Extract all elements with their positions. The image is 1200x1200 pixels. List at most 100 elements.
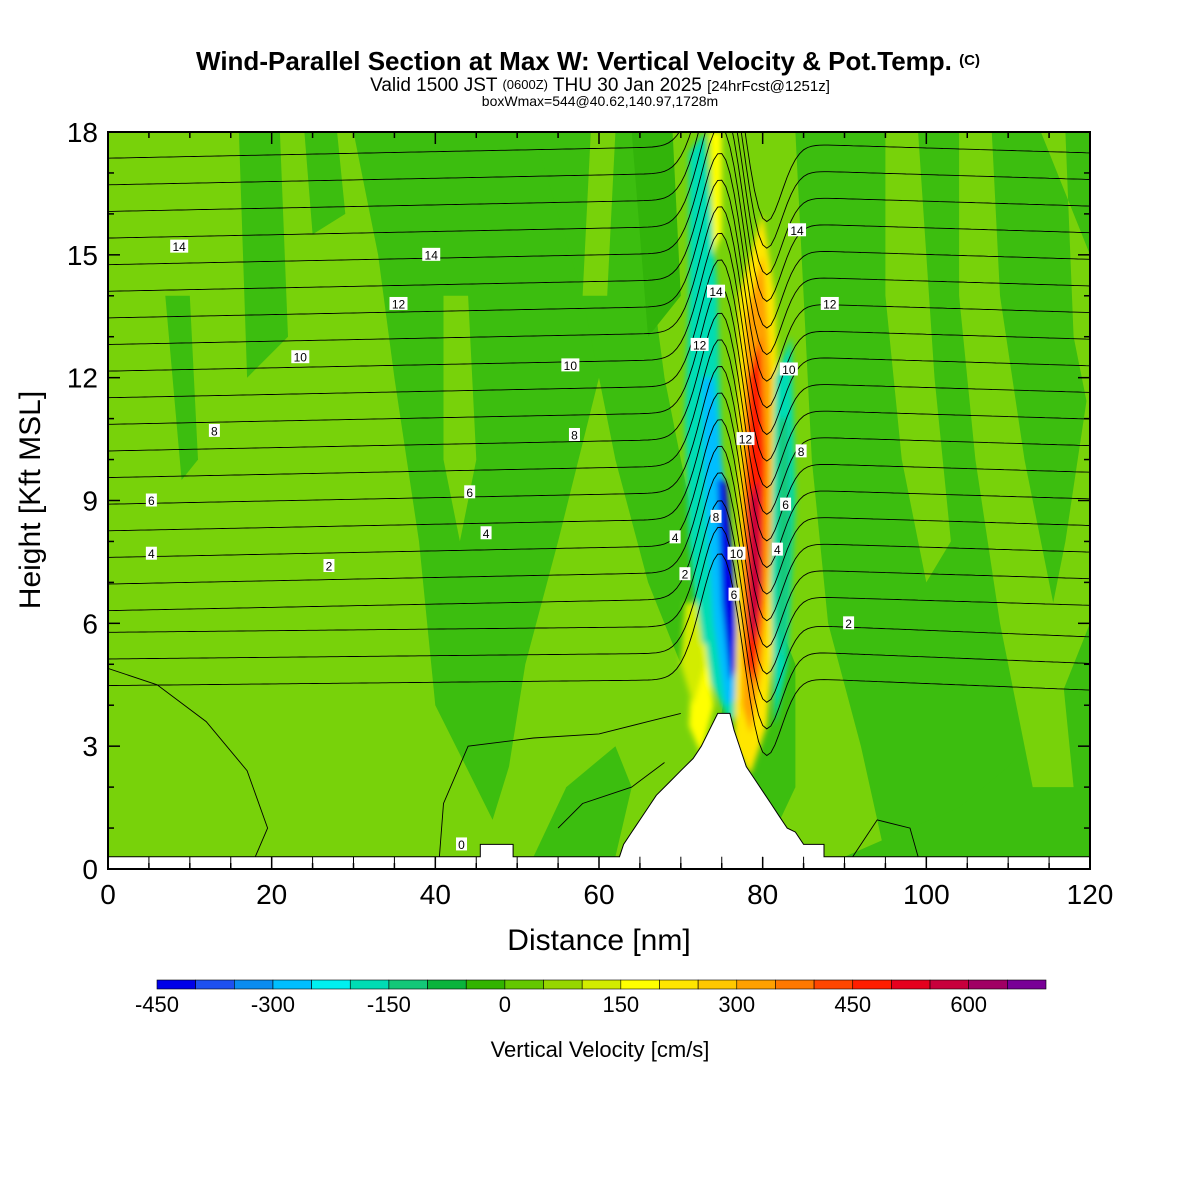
contour-label: 6 [464,485,476,500]
theta-contour-line [108,132,1090,249]
colorbar-tick-label: -150 [367,992,411,1017]
svg-text:4: 4 [774,543,781,557]
colorbar-tick-label: -300 [251,992,295,1017]
colorbar-tick-label: -450 [135,992,179,1017]
colorbar-swatch [311,979,351,990]
colorbar-tick-label: 300 [718,992,755,1017]
colorbar-tick-label: 600 [950,992,987,1017]
colorbar-swatch [388,979,428,990]
theta-contour-line [108,339,1090,542]
colorbar-swatch [891,979,931,990]
contour-label: 8 [795,444,807,459]
svg-text:8: 8 [798,445,805,459]
y-tick-label: 9 [82,486,98,517]
colorbar-tick-label: 150 [602,992,639,1017]
theta-contour-line [438,712,681,857]
svg-text:6: 6 [731,588,738,602]
contour-label: 10 [779,362,798,377]
contour-label: 4 [771,542,783,557]
svg-text:2: 2 [682,568,689,582]
svg-text:2: 2 [845,617,852,631]
contour-label: 14 [170,239,189,254]
chart-subtitle: Valid 1500 JST (0600Z) THU 30 Jan 2025 [… [370,75,830,96]
contour-label: 12 [389,296,408,311]
colorbar-swatch [775,979,815,990]
svg-text:6: 6 [782,498,789,512]
theta-contour-line [108,445,1090,648]
contour-label: 12 [820,296,839,311]
svg-text:12: 12 [693,338,707,352]
colorbar-swatch [234,979,274,990]
contour-label: 2 [679,567,691,582]
terrain [108,712,1090,869]
contour-label: 14 [422,247,441,262]
contour-label: 6 [728,587,740,602]
y-tick-label: 0 [82,854,98,885]
svg-text:12: 12 [739,433,753,447]
svg-text:4: 4 [148,547,155,561]
svg-text:6: 6 [466,486,473,500]
colorbar-swatch [581,979,622,990]
contour-labels: 14 14 12 10 10 8 8 6 6 4 4 2 4 2 14 12 12 8 10 6 14 12 10 8 6 4 2 0 [145,223,1050,869]
colorbar-swatch [195,979,235,990]
velocity-band [885,132,951,583]
contour-label: 14 [788,223,807,238]
contour-label: 12 [690,337,709,352]
theta-contour-line [108,132,1090,223]
colorbar-swatch [813,979,854,990]
chart-subtitle-box: boxWmax=544@40.62,140.97,1728m [482,93,718,109]
svg-text:6: 6 [148,494,155,508]
svg-text:10: 10 [294,351,308,365]
theta-contours [108,132,1090,857]
colorbar-swatch [697,979,738,990]
chart-title-mark: (C) [959,52,980,69]
y-tick-label: 6 [82,608,98,639]
theta-contour-line [108,179,1090,382]
colorbar-swatch [659,979,699,990]
svg-text:0: 0 [458,838,465,852]
velocity-band [353,132,599,820]
x-tick-label: 80 [747,879,778,910]
wave-core-cell [680,602,706,706]
velocity-band [533,746,632,857]
svg-text:10: 10 [730,547,744,561]
x-axis-label: Distance [nm] [507,924,690,957]
svg-text:12: 12 [823,297,837,311]
colorbar-swatch [736,979,776,990]
theta-contour-line [852,819,919,857]
axis-ticks [107,131,1091,870]
svg-text:10: 10 [564,359,578,373]
contour-label: 12 [736,432,755,447]
theta-contour-line [557,762,665,829]
svg-text:8: 8 [713,510,720,524]
y-tick-label: 18 [67,117,98,148]
y-axis-label: Height [Kft MSL] [14,391,47,609]
svg-text:14: 14 [709,285,723,299]
contour-label: 14 [707,284,726,299]
svg-text:14: 14 [790,224,804,238]
colorbar-tick-label: 0 [499,992,511,1017]
colorbar-tick-label: 450 [834,992,871,1017]
theta-contour-line [108,259,1090,462]
velocity-band [631,132,681,337]
contour-label: 10 [727,546,746,561]
theta-contour-line [108,472,1090,675]
y-tick-label: 15 [67,240,98,271]
chart-title: Wind-Parallel Section at Max W: Vertical… [196,46,980,76]
contour-label: 10 [291,350,310,365]
theta-contour-line [108,232,1090,436]
theta-contour-line [108,132,1090,329]
svg-text:10: 10 [782,363,796,377]
wave-core-cell [717,480,739,681]
contour-label: 6 [145,493,157,508]
plot-area: 14 14 12 10 10 8 8 6 6 4 4 2 4 2 14 12 12 8 10 6 14 12 10 8 6 4 2 0 [108,132,1090,869]
svg-text:2: 2 [326,560,333,574]
velocity-band [304,132,346,235]
theta-contour-line [108,153,1090,356]
x-tick-label: 60 [583,879,614,910]
contour-label: 8 [208,423,220,438]
velocity-band [238,132,288,378]
contour-label: 8 [568,427,580,442]
contour-label: 10 [561,358,580,373]
x-tick-label: 0 [100,879,116,910]
